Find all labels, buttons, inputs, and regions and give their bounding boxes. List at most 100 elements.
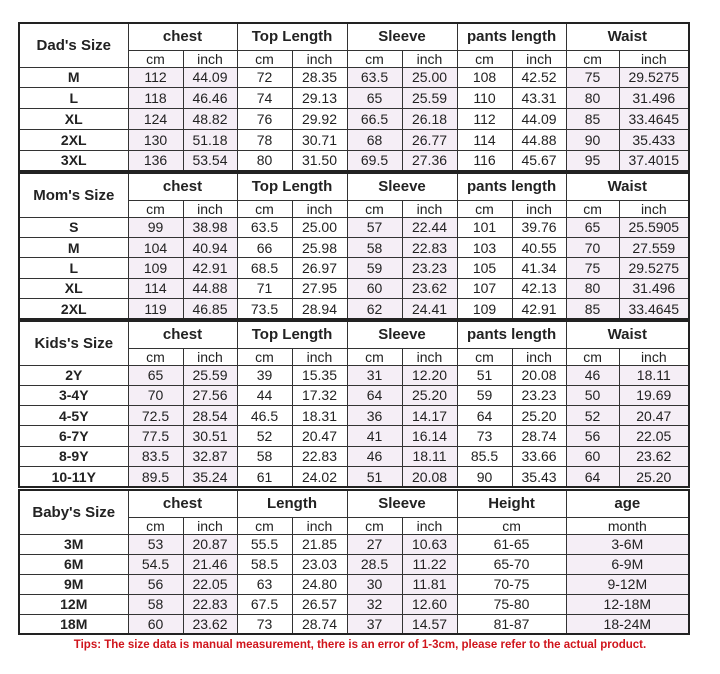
- measurement-cell: 18.11: [401, 445, 458, 468]
- measurement-cell: 20.87: [182, 533, 238, 555]
- measurement-cell: 25.20: [401, 384, 458, 407]
- size-label: 10-11Y: [18, 466, 129, 488]
- measurement-cell: 27.56: [182, 384, 238, 407]
- measurement-cell: 20.08: [401, 466, 458, 488]
- unit-header: inch: [511, 199, 567, 218]
- measurement-cell: 12-18M: [565, 593, 690, 615]
- measurement-cell: 43.31: [511, 87, 567, 110]
- unit-header: inch: [401, 516, 458, 535]
- column-group-header: chest: [127, 489, 238, 518]
- measurement-cell: 28.94: [291, 298, 348, 320]
- measurement-cell: 14.17: [401, 405, 458, 427]
- table-row: 8-9Y 83.5 32.87 58 22.83 46 18.11 85.5 33.66 60 23…: [18, 445, 690, 468]
- measurement-cell: 68: [346, 128, 403, 151]
- measurement-cell: 59: [456, 384, 513, 407]
- measurement-cell: 33.4645: [618, 298, 690, 320]
- measurement-cell: 52: [565, 405, 620, 427]
- size-label: S: [18, 216, 129, 238]
- size-label: 9M: [18, 573, 129, 595]
- measurement-cell: 130: [127, 128, 184, 151]
- measurement-cell: 71: [236, 277, 293, 300]
- measurement-cell: 51: [456, 364, 513, 386]
- measurement-cell: 12.60: [401, 593, 458, 615]
- unit-header: inch: [182, 516, 238, 535]
- measurement-cell: 18.31: [291, 405, 348, 427]
- measurement-cell: 25.20: [511, 405, 567, 427]
- unit-header: cm: [456, 199, 513, 218]
- unit-header: inch: [511, 49, 567, 68]
- table-row: M 104 40.94 66 25.98 58 22.83 103 40.55 70 27.559: [18, 236, 690, 259]
- size-header: Kids's Size: [18, 320, 129, 366]
- size-label: 6-7Y: [18, 425, 129, 447]
- measurement-cell: 66.5: [346, 108, 403, 130]
- measurement-cell: 26.77: [401, 128, 458, 151]
- unit-header: cm: [236, 516, 293, 535]
- measurement-cell: 44: [236, 384, 293, 407]
- measurement-cell: 64: [346, 384, 403, 407]
- measurement-cell: 136: [127, 149, 184, 172]
- measurement-cell: 69.5: [346, 149, 403, 172]
- measurement-cell: 20.47: [291, 425, 348, 447]
- unit-header: inch: [291, 49, 348, 68]
- measurement-cell: 103: [456, 236, 513, 259]
- measurement-cell: 3-6M: [565, 533, 690, 555]
- measurement-cell: 31: [346, 364, 403, 386]
- unit-header: month: [565, 516, 690, 535]
- column-group-header: chest: [127, 320, 238, 349]
- measurement-cell: 65: [346, 87, 403, 110]
- measurement-cell: 101: [456, 216, 513, 238]
- measurement-cell: 39.76: [511, 216, 567, 238]
- tips-note: Tips: The size data is manual measuremen…: [73, 639, 647, 651]
- measurement-cell: 124: [127, 108, 184, 130]
- measurement-cell: 60: [565, 445, 620, 468]
- measurement-cell: 78: [236, 128, 293, 151]
- table-row: L 118 46.46 74 29.13 65 25.59 110 43.31 80 31.496: [18, 87, 690, 110]
- measurement-cell: 37.4015: [618, 149, 690, 172]
- unit-header: inch: [401, 199, 458, 218]
- measurement-cell: 28.5: [346, 553, 403, 575]
- measurement-cell: 55.5: [236, 533, 293, 555]
- measurement-cell: 23.62: [401, 277, 458, 300]
- measurement-cell: 66: [236, 236, 293, 259]
- measurement-cell: 85: [565, 298, 620, 320]
- measurement-cell: 89.5: [127, 466, 184, 488]
- measurement-cell: 23.23: [401, 257, 458, 279]
- measurement-cell: 116: [456, 149, 513, 172]
- measurement-cell: 114: [456, 128, 513, 151]
- measurement-cell: 60: [127, 613, 184, 635]
- column-group-header: pants length: [456, 320, 567, 349]
- size-header: Dad's Size: [18, 22, 129, 68]
- measurement-cell: 29.5275: [618, 257, 690, 279]
- measurement-cell: 28.74: [291, 613, 348, 635]
- measurement-cell: 30.71: [291, 128, 348, 151]
- table-row: 3M 53 20.87 55.5 21.85 27 10.63 61-65 3-6M: [18, 533, 690, 555]
- column-group-header: chest: [127, 172, 238, 201]
- measurement-cell: 77.5: [127, 425, 184, 447]
- measurement-cell: 114: [127, 277, 184, 300]
- measurement-cell: 25.59: [401, 87, 458, 110]
- measurement-cell: 61-65: [456, 533, 567, 555]
- unit-header: cm: [236, 199, 293, 218]
- measurement-cell: 75: [565, 66, 620, 89]
- measurement-cell: 33.66: [511, 445, 567, 468]
- measurement-cell: 108: [456, 66, 513, 89]
- table-row: M 112 44.09 72 28.35 63.5 25.00 108 42.52 75 29.52…: [18, 66, 690, 89]
- measurement-cell: 99: [127, 216, 184, 238]
- measurement-cell: 20.47: [618, 405, 690, 427]
- unit-header: cm: [127, 199, 184, 218]
- measurement-cell: 25.00: [291, 216, 348, 238]
- unit-header: cm: [565, 49, 620, 68]
- measurement-cell: 44.88: [511, 128, 567, 151]
- measurement-cell: 46.5: [236, 405, 293, 427]
- measurement-cell: 119: [127, 298, 184, 320]
- measurement-cell: 46: [565, 364, 620, 386]
- measurement-cell: 29.5275: [618, 66, 690, 89]
- table-row: 18M 60 23.62 73 28.74 37 14.57 81-87 18-24M: [18, 613, 690, 635]
- measurement-cell: 80: [565, 87, 620, 110]
- unit-header: inch: [182, 49, 238, 68]
- size-label: 2XL: [18, 128, 129, 151]
- measurement-cell: 31.496: [618, 87, 690, 110]
- measurement-cell: 53.54: [182, 149, 238, 172]
- measurement-cell: 24.80: [291, 573, 348, 595]
- unit-header: cm: [346, 347, 403, 366]
